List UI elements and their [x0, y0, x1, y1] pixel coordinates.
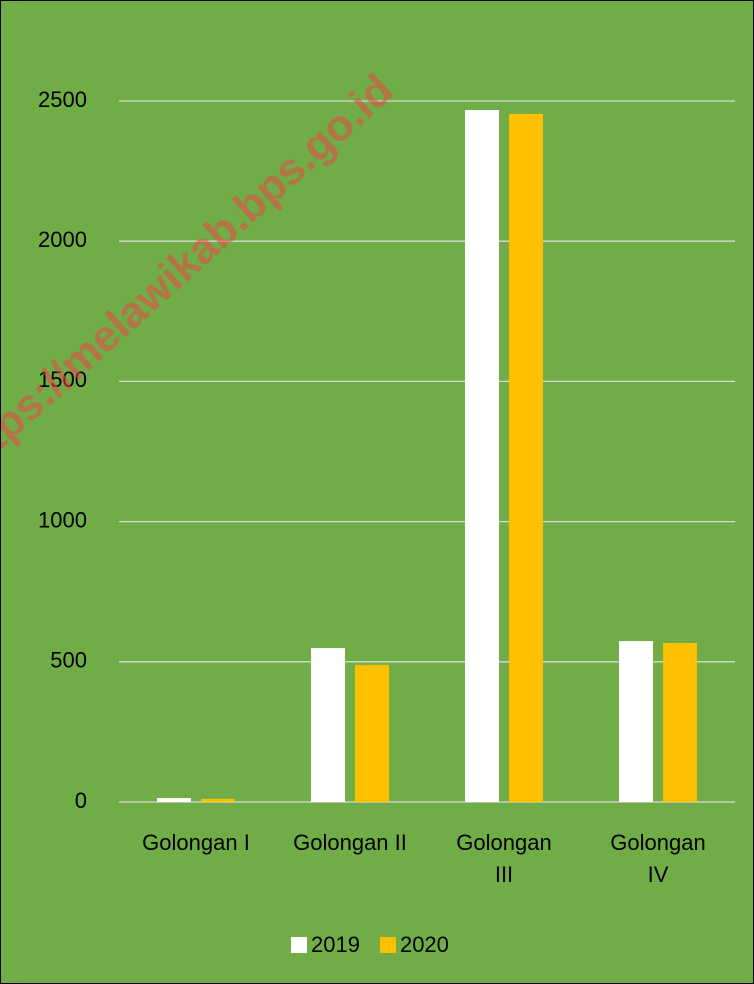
y-tick-label: 2500 [38, 87, 87, 112]
y-tick-label: 2000 [38, 227, 87, 252]
y-tick-label: 1000 [38, 507, 87, 532]
bar [465, 109, 499, 803]
x-tick-label: Golongan II [293, 830, 407, 855]
x-tick-label: Golongan IV [610, 830, 706, 887]
bar [663, 643, 697, 802]
y-tick-label: 0 [75, 788, 87, 813]
x-tick-label: Golongan I [142, 830, 250, 855]
bar [509, 113, 543, 803]
x-tick-label: Golongan III [456, 830, 552, 887]
bar [201, 798, 235, 802]
bar [157, 798, 191, 802]
bar [311, 648, 345, 802]
bar [619, 641, 653, 802]
legend-swatch [379, 937, 396, 953]
legend-label: 2020 [400, 932, 449, 957]
y-tick-label: 500 [50, 648, 87, 673]
y-tick-label: 1500 [38, 367, 87, 392]
legend-swatch [291, 937, 307, 953]
legend-label: 2019 [311, 932, 360, 957]
bar [355, 664, 389, 802]
